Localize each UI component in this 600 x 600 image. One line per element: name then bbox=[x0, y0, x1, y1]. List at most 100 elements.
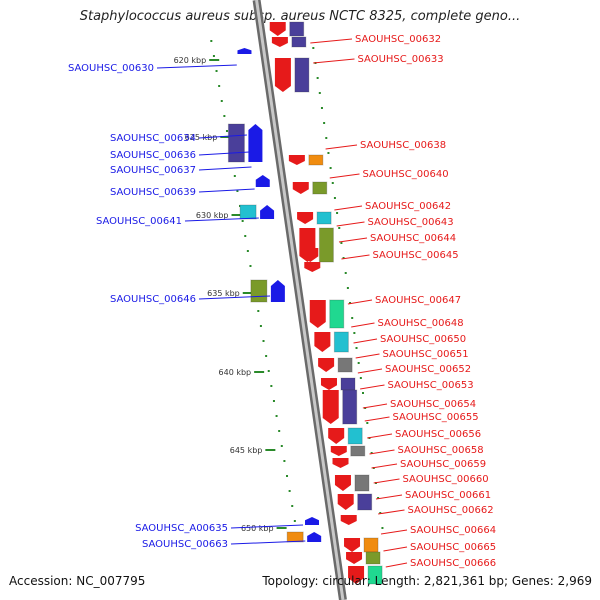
label-leader bbox=[351, 322, 375, 328]
scale-dot-right bbox=[355, 347, 358, 349]
scale-dot-left bbox=[244, 235, 247, 237]
scale-dot-left bbox=[249, 265, 252, 267]
scale-dot-left bbox=[225, 130, 228, 132]
label-leader bbox=[357, 368, 383, 374]
scale-dot-right bbox=[318, 92, 321, 94]
reverse-gene-arrow bbox=[340, 515, 357, 525]
label-leader bbox=[198, 166, 252, 171]
reverse-gene-arrow bbox=[318, 358, 335, 372]
reverse-gene-arrow bbox=[269, 22, 286, 36]
cog-box bbox=[239, 204, 257, 220]
gene-label-left: SAOUHSC_00641 bbox=[96, 216, 182, 227]
scale-dot-right bbox=[357, 362, 360, 364]
scale-dot-left bbox=[288, 490, 291, 492]
gene-label-layer: SAOUHSC_00632 SAOUHSC_00633 SAOUHSC_00638 S… bbox=[68, 34, 496, 569]
gene-label-right: SAOUHSC_00665 bbox=[410, 542, 496, 553]
scale-dot-right bbox=[351, 317, 354, 319]
scale-dot-right bbox=[344, 272, 347, 274]
scale-tick-label: 630 kbp bbox=[196, 211, 229, 220]
label-leader bbox=[373, 478, 400, 484]
label-leader bbox=[313, 58, 355, 64]
gene-label-right: SAOUHSC_00642 bbox=[365, 201, 451, 212]
cog-box bbox=[294, 57, 310, 93]
reverse-gene-arrow bbox=[292, 182, 309, 194]
scale-dot-right bbox=[327, 152, 330, 154]
gene-label-right: SAOUHSC_00645 bbox=[373, 250, 459, 261]
label-leader bbox=[385, 562, 408, 568]
scale-dot-left bbox=[233, 175, 236, 177]
scale-dot-left bbox=[275, 415, 278, 417]
cog-box bbox=[286, 531, 304, 543]
label-leader bbox=[325, 144, 358, 150]
scale-dot-left bbox=[257, 310, 260, 312]
scale-dot-left bbox=[220, 100, 223, 102]
scale-dot-right bbox=[362, 392, 364, 394]
gene-label-left: SAOUHSC_A00635 bbox=[135, 523, 228, 534]
scale-dot-left bbox=[286, 475, 289, 477]
gene-label-right: SAOUHSC_00659 bbox=[400, 459, 486, 470]
gene-label-right: SAOUHSC_00644 bbox=[370, 233, 456, 244]
cog-box bbox=[329, 299, 345, 329]
accession-label: Accession: NC_007795 bbox=[9, 574, 146, 588]
label-leader bbox=[364, 416, 390, 422]
gene-label-right: SAOUHSC_00666 bbox=[410, 558, 496, 569]
scale-dot-left bbox=[239, 205, 242, 207]
scale-dot-right bbox=[331, 182, 334, 184]
gene-label-right: SAOUHSC_00654 bbox=[390, 399, 476, 410]
gene-label-right: SAOUHSC_00643 bbox=[368, 217, 454, 228]
cog-box bbox=[365, 551, 381, 565]
reverse-gene-arrow bbox=[328, 428, 345, 444]
backbone bbox=[252, 0, 347, 600]
gene-label-right: SAOUHSC_00664 bbox=[410, 525, 496, 536]
scale-dot-right bbox=[312, 47, 315, 49]
reverse-gene-arrow bbox=[304, 262, 321, 272]
cog-box bbox=[354, 474, 370, 492]
label-leader bbox=[360, 384, 385, 390]
reverse-gene-arrow bbox=[309, 300, 326, 328]
scale-dot-right bbox=[381, 527, 384, 529]
scale-dot-left bbox=[265, 355, 268, 357]
gene-label-right: SAOUHSC_00648 bbox=[378, 318, 464, 329]
gene-label-right: SAOUHSC_00653 bbox=[388, 380, 474, 391]
gene-label-right: SAOUHSC_00662 bbox=[408, 505, 494, 516]
scale-dot-right bbox=[340, 242, 343, 244]
forward-gene-arrow bbox=[307, 532, 322, 542]
scale-dot-left bbox=[241, 220, 244, 222]
scale-dot-left bbox=[246, 250, 249, 252]
label-leader bbox=[355, 353, 380, 359]
scale-dot-left bbox=[262, 340, 265, 342]
scale-dot-left bbox=[259, 325, 262, 327]
label-leader bbox=[341, 254, 370, 260]
gene-label-right: SAOUHSC_00660 bbox=[403, 474, 489, 485]
reverse-gene-arrow bbox=[332, 458, 349, 468]
reverse-gene-arrow bbox=[334, 475, 351, 491]
scale-dot-left bbox=[291, 505, 294, 507]
cog-box bbox=[308, 154, 324, 166]
reverse-gene-arrow bbox=[314, 332, 331, 352]
label-leader bbox=[156, 64, 237, 69]
reverse-gene-arrow bbox=[274, 58, 291, 92]
forward-gene-arrow bbox=[255, 175, 270, 187]
cog-box bbox=[350, 445, 366, 457]
label-leader bbox=[198, 188, 255, 193]
scale-dot-left bbox=[270, 385, 273, 387]
scale-tick-label: 650 kbp bbox=[241, 524, 274, 533]
label-leader bbox=[362, 403, 388, 409]
label-leader bbox=[198, 295, 271, 300]
feature-track bbox=[227, 21, 383, 585]
label-leader bbox=[367, 433, 393, 439]
cog-box bbox=[357, 493, 373, 511]
gene-label-right: SAOUHSC_00658 bbox=[398, 445, 484, 456]
reverse-gene-arrow bbox=[348, 566, 365, 584]
gene-label-left: SAOUHSC_00637 bbox=[110, 165, 196, 176]
cog-box bbox=[312, 181, 328, 195]
gene-label-right: SAOUHSC_00640 bbox=[363, 169, 449, 180]
reverse-gene-arrow bbox=[346, 552, 363, 564]
cog-box bbox=[289, 21, 305, 37]
scale-dot-right bbox=[349, 302, 352, 304]
scale-dot-right bbox=[338, 227, 341, 229]
scale-dot-right bbox=[379, 512, 382, 514]
label-leader bbox=[383, 546, 408, 552]
cog-box bbox=[250, 279, 268, 303]
